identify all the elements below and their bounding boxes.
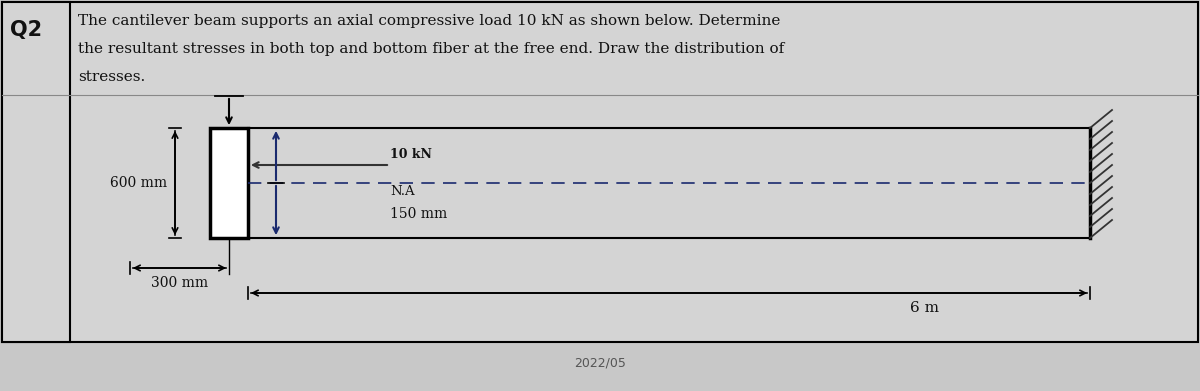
Text: 600 mm: 600 mm: [110, 176, 167, 190]
Text: 2022/05: 2022/05: [574, 357, 626, 370]
Text: 6 m: 6 m: [910, 301, 940, 315]
Bar: [210, 128, 248, 238]
Text: the resultant stresses in both top and bottom fiber at the free end. Draw the di: the resultant stresses in both top and b…: [78, 42, 785, 56]
Text: 300 mm: 300 mm: [151, 276, 208, 290]
Text: N.A: N.A: [390, 185, 415, 198]
Text: 10 kN: 10 kN: [390, 148, 432, 161]
Bar: [2, 2, 70, 342]
Bar: [2, 2, 1198, 342]
Text: stresses.: stresses.: [78, 70, 145, 84]
Text: Q2: Q2: [10, 20, 42, 40]
Text: The cantilever beam supports an axial compressive load 10 kN as shown below. Det: The cantilever beam supports an axial co…: [78, 14, 780, 28]
Text: 150 mm: 150 mm: [390, 208, 448, 221]
